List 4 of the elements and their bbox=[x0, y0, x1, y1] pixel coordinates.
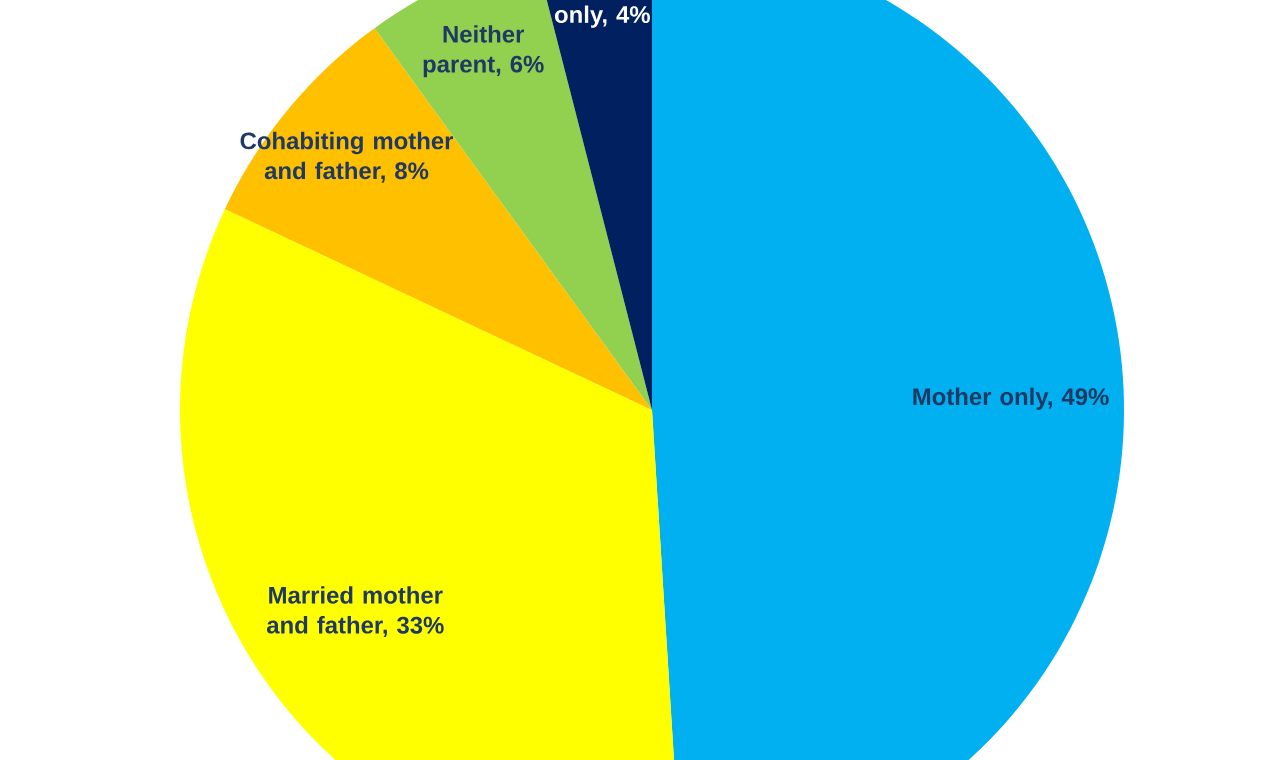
slice-label: Neither parent, 6% bbox=[423, 25, 544, 78]
slice-label: only, 4% bbox=[554, 5, 650, 28]
slice-label: Mother only, 49% bbox=[913, 387, 1109, 410]
slice-label: Married mother and father, 33% bbox=[266, 586, 444, 638]
